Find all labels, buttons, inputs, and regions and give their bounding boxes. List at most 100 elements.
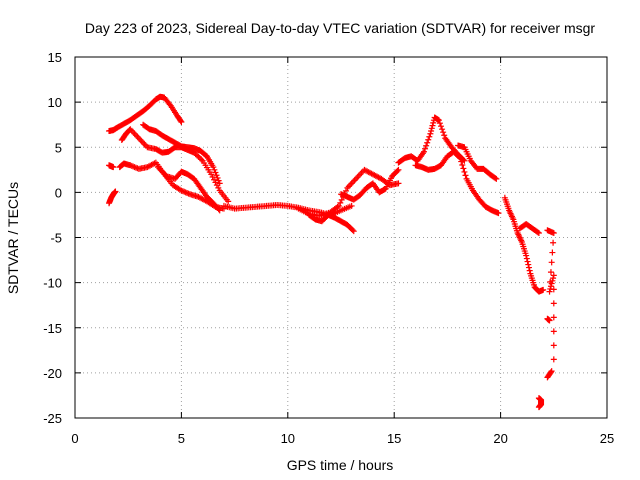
data-point bbox=[349, 227, 356, 234]
data-point bbox=[429, 122, 436, 129]
data-points bbox=[106, 93, 557, 411]
series-arc-a bbox=[106, 93, 185, 135]
data-point bbox=[423, 142, 430, 149]
data-point bbox=[458, 158, 465, 165]
data-point bbox=[196, 155, 203, 162]
data-point bbox=[525, 261, 532, 268]
data-point bbox=[427, 130, 434, 137]
x-tick-label: 15 bbox=[387, 431, 401, 446]
data-point bbox=[420, 148, 427, 155]
y-axis-ticks: 15 10 5 0 -5 -10 -15 -20 -25 bbox=[43, 50, 607, 426]
data-point bbox=[215, 184, 222, 191]
data-point bbox=[462, 172, 469, 179]
series-arc-s bbox=[544, 368, 555, 381]
data-point bbox=[438, 123, 445, 130]
data-point bbox=[225, 198, 232, 205]
data-point bbox=[524, 258, 531, 265]
x-tick-label: 20 bbox=[493, 431, 507, 446]
series-arc-n bbox=[455, 142, 500, 182]
data-point bbox=[212, 169, 219, 176]
data-point bbox=[342, 187, 349, 194]
data-point bbox=[550, 229, 557, 236]
data-point bbox=[550, 275, 557, 282]
data-point bbox=[428, 128, 435, 135]
y-tick-label: -20 bbox=[43, 366, 62, 381]
data-point bbox=[441, 132, 448, 139]
data-point bbox=[550, 342, 557, 349]
data-point bbox=[550, 314, 557, 321]
y-tick-label: -25 bbox=[43, 411, 62, 426]
data-point bbox=[457, 155, 464, 162]
data-point bbox=[461, 157, 468, 164]
data-point bbox=[210, 164, 217, 171]
data-point bbox=[195, 153, 202, 160]
data-point bbox=[550, 300, 557, 307]
data-point bbox=[178, 118, 185, 125]
data-point bbox=[348, 202, 355, 209]
x-tick-label: 10 bbox=[281, 431, 295, 446]
data-point bbox=[338, 196, 345, 203]
x-axis-ticks: 0 5 10 15 20 25 bbox=[71, 57, 614, 446]
data-point bbox=[550, 272, 557, 279]
y-tick-label: 15 bbox=[48, 50, 62, 65]
data-point bbox=[428, 125, 435, 132]
data-point bbox=[548, 280, 555, 287]
data-point bbox=[215, 177, 222, 184]
data-point bbox=[211, 166, 218, 173]
data-point bbox=[493, 175, 500, 182]
y-tick-label: -5 bbox=[50, 231, 62, 246]
data-point bbox=[525, 264, 532, 271]
data-point bbox=[198, 156, 205, 163]
series-arc-p bbox=[516, 220, 542, 236]
data-point bbox=[550, 328, 557, 335]
series-arc-q bbox=[544, 315, 553, 324]
data-point bbox=[166, 101, 173, 108]
y-tick-label: 5 bbox=[55, 140, 62, 155]
data-point bbox=[547, 283, 554, 290]
data-point bbox=[430, 119, 437, 126]
data-point bbox=[460, 165, 467, 172]
data-point bbox=[439, 126, 446, 133]
data-point bbox=[495, 210, 502, 217]
data-point bbox=[546, 288, 553, 295]
data-point bbox=[110, 164, 117, 171]
data-point bbox=[526, 267, 533, 274]
data-point bbox=[546, 317, 553, 324]
y-axis-label: SDTVAR / TECUs bbox=[5, 182, 21, 294]
series-arc-c bbox=[118, 126, 232, 205]
x-tick-label: 5 bbox=[178, 431, 185, 446]
series-arc-e bbox=[106, 162, 117, 171]
data-point bbox=[549, 249, 556, 256]
data-point bbox=[394, 167, 401, 174]
data-point bbox=[335, 202, 342, 209]
data-point bbox=[459, 161, 466, 168]
series-arc-r bbox=[544, 227, 557, 363]
data-point bbox=[395, 180, 402, 187]
data-point bbox=[214, 174, 221, 181]
y-tick-label: -10 bbox=[43, 276, 62, 291]
data-point bbox=[215, 206, 222, 213]
data-point bbox=[337, 199, 344, 206]
data-point bbox=[395, 166, 402, 173]
series-arc-k bbox=[338, 166, 402, 203]
x-tick-label: 25 bbox=[600, 431, 614, 446]
data-point bbox=[112, 188, 119, 195]
data-point bbox=[547, 269, 554, 276]
data-point bbox=[550, 356, 557, 363]
x-axis-label: GPS time / hours bbox=[287, 457, 394, 473]
data-point bbox=[436, 120, 443, 127]
data-point bbox=[422, 145, 429, 152]
data-point bbox=[548, 368, 555, 375]
data-point bbox=[216, 207, 223, 214]
data-point bbox=[492, 175, 499, 182]
data-point bbox=[424, 139, 431, 146]
data-point bbox=[549, 277, 556, 284]
data-point bbox=[350, 228, 357, 235]
data-point bbox=[213, 172, 220, 179]
data-point bbox=[177, 117, 184, 124]
chart-title: Day 223 of 2023, Sidereal Day-to-day VTE… bbox=[85, 20, 595, 36]
series-arc-f bbox=[106, 188, 119, 207]
y-tick-label: 10 bbox=[48, 95, 62, 110]
series-arc-l bbox=[395, 114, 468, 166]
